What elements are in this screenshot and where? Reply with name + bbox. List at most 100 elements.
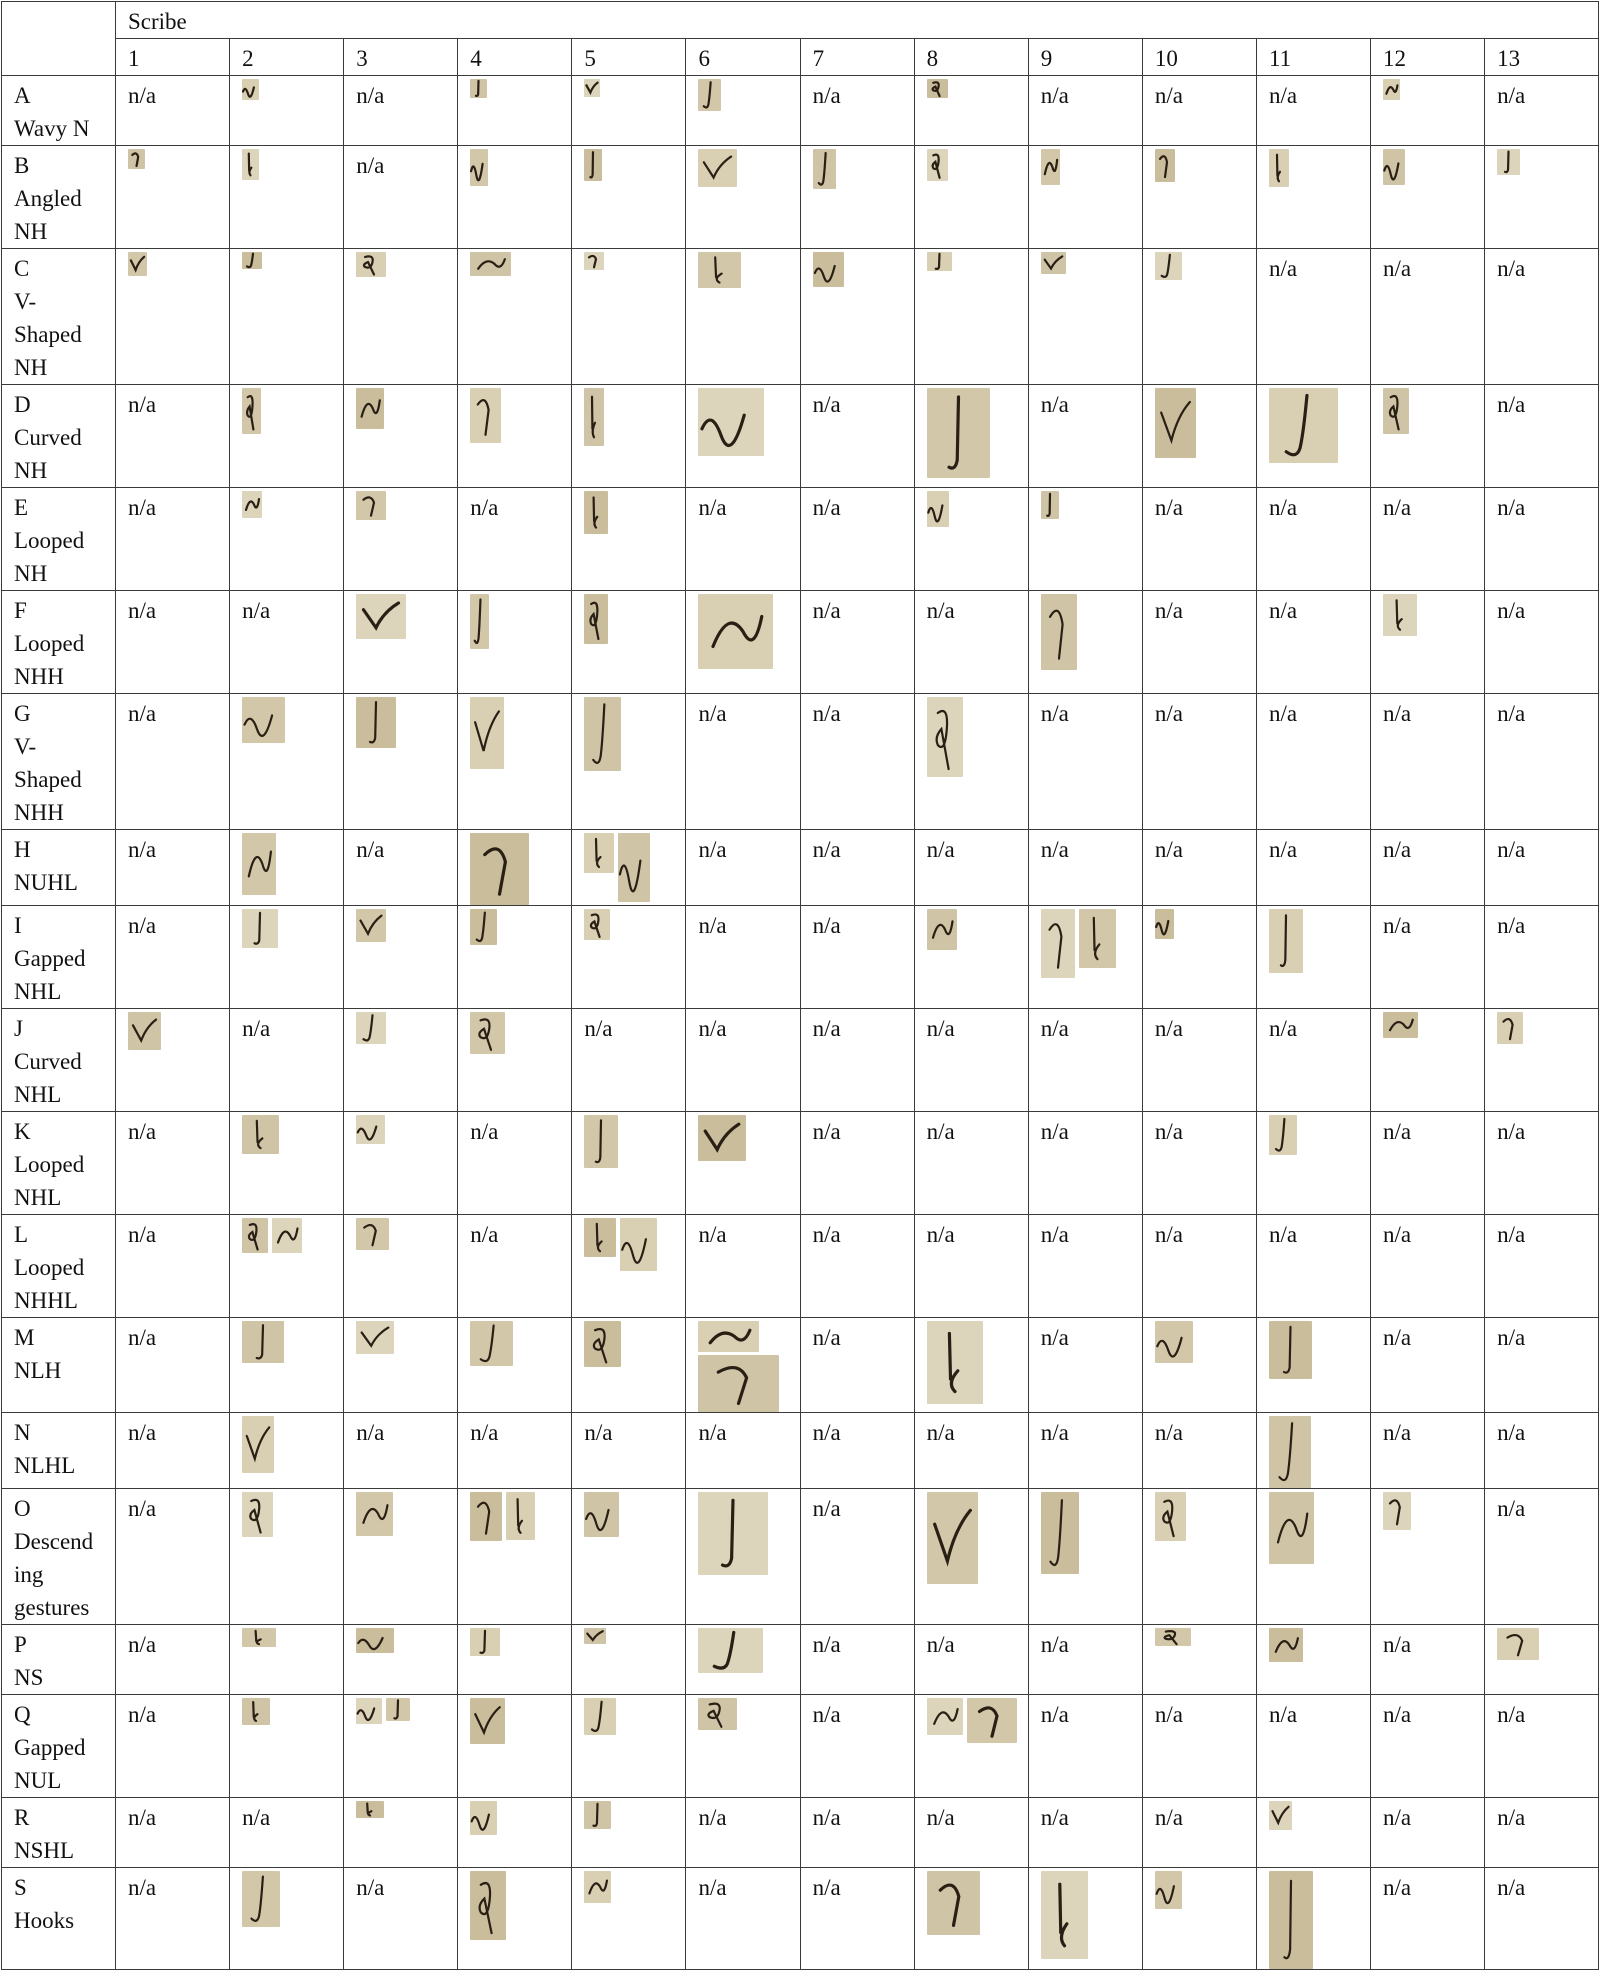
not-applicable-text: n/a (812, 83, 841, 108)
table-cell (229, 384, 345, 488)
not-applicable-text: n/a (1268, 1016, 1298, 1041)
table-cell (343, 1488, 459, 1625)
manuscript-sample-image (356, 1115, 386, 1144)
table-cell (1370, 1488, 1486, 1625)
manuscript-sample-image (584, 833, 615, 873)
not-applicable-text: n/a (1497, 1496, 1526, 1521)
manuscript-sample-image (1154, 1871, 1182, 1909)
table-cell (1141, 145, 1257, 249)
row-letter: B (14, 153, 30, 178)
manuscript-sample-image (1040, 252, 1066, 274)
scribe-column-header: 3 (343, 38, 459, 76)
manuscript-sample-image (926, 1871, 980, 1935)
table-cell: n/a (1484, 829, 1600, 906)
table-cell (1255, 384, 1372, 488)
table-cell (913, 487, 1029, 591)
table-cell (457, 248, 573, 385)
not-applicable-text: n/a (128, 837, 157, 862)
manuscript-sample-image (620, 1218, 658, 1271)
row-gesture-name: Descend ing gestures (14, 1529, 94, 1620)
table-cell (1141, 1488, 1257, 1625)
not-applicable-text: n/a (1383, 1702, 1412, 1727)
table-cell: n/a (114, 590, 231, 694)
table-cell (457, 590, 573, 694)
manuscript-sample-image (470, 833, 530, 905)
manuscript-sample-image (926, 79, 948, 98)
header-row-scribes: 1 2 3 4 5 6 7 8 9 10 11 12 13 (2, 38, 1600, 76)
row-letter: J (14, 1016, 23, 1041)
manuscript-sample-image (1040, 1871, 1088, 1959)
not-applicable-text: n/a (698, 1222, 727, 1247)
table-cell: n/a (1141, 590, 1257, 694)
row-gesture-name: NLH (14, 1358, 62, 1383)
scribe-group-header: Scribe (114, 1, 1600, 39)
table-cell: n/a (343, 1412, 459, 1489)
not-applicable-text: n/a (1383, 913, 1412, 938)
table-cell: n/a (114, 693, 231, 830)
table-cell (571, 1867, 687, 1970)
not-applicable-text: n/a (1383, 837, 1412, 862)
row-gesture-name: NSHL (14, 1838, 75, 1863)
manuscript-sample-image (698, 1628, 764, 1673)
table-cell: n/a (114, 1317, 231, 1413)
manuscript-sample-image (966, 1698, 1017, 1743)
not-applicable-text: n/a (1154, 1805, 1183, 1830)
manuscript-sample-image (128, 252, 147, 276)
row-letter: L (14, 1222, 29, 1247)
not-applicable-text: n/a (128, 1325, 157, 1350)
manuscript-sample-image (584, 594, 609, 644)
table-cell: n/a (1141, 1694, 1257, 1798)
table-cell (114, 145, 231, 249)
table-row: A Wavy N n/a n/a n/a n/a n/a n/a n/a (1, 75, 1600, 146)
manuscript-sample-image (470, 252, 512, 276)
not-applicable-text: n/a (812, 598, 841, 623)
table-cell (229, 75, 345, 146)
not-applicable-text: n/a (128, 701, 157, 726)
table-cell (1027, 590, 1143, 694)
not-applicable-text: n/a (1040, 1325, 1069, 1350)
manuscript-sample-image (926, 697, 963, 777)
table-cell (913, 145, 1029, 249)
table-cell: n/a (799, 590, 915, 694)
not-applicable-text: n/a (1383, 701, 1412, 726)
not-applicable-text: n/a (698, 701, 727, 726)
manuscript-sample-image (1383, 149, 1406, 185)
manuscript-sample-image (584, 252, 605, 270)
manuscript-sample-image (470, 149, 489, 186)
table-cell: n/a (1255, 1694, 1372, 1798)
manuscript-sample-image (242, 697, 286, 743)
not-applicable-text: n/a (128, 1496, 157, 1521)
manuscript-sample-image (926, 149, 948, 181)
not-applicable-text: n/a (1497, 1222, 1526, 1247)
not-applicable-text: n/a (1497, 1702, 1526, 1727)
table-cell: n/a (114, 75, 231, 146)
manuscript-sample-image (698, 1492, 769, 1575)
table-cell: n/a (1255, 590, 1372, 694)
table-cell: n/a (571, 1008, 687, 1112)
scribe-column-header: 10 (1141, 38, 1257, 76)
table-cell: n/a (685, 1867, 801, 1970)
manuscript-sample-image (584, 909, 611, 940)
table-cell: n/a (1141, 829, 1257, 906)
table-cell (685, 1488, 801, 1625)
manuscript-sample-image (242, 1416, 275, 1473)
table-cell (457, 1317, 573, 1413)
table-row: B Angled NH n/a (1, 145, 1600, 249)
manuscript-sample-image (242, 79, 260, 100)
table-cell: n/a (1027, 1008, 1143, 1112)
not-applicable-text: n/a (1268, 837, 1298, 862)
not-applicable-text: n/a (1040, 1632, 1069, 1657)
manuscript-sample-image (470, 1871, 507, 1940)
table-cell (1255, 1488, 1372, 1625)
table-cell: n/a (913, 590, 1029, 694)
table-cell: n/a (913, 1111, 1029, 1215)
table-row: M NLH n/a n/a n/a n/a n/a (1, 1317, 1600, 1413)
table-cell (343, 590, 459, 694)
manuscript-sample-image (698, 1321, 760, 1352)
not-applicable-text: n/a (356, 837, 385, 862)
table-cell: n/a (799, 1412, 915, 1489)
table-cell (457, 1797, 573, 1868)
manuscript-sample-image (356, 388, 385, 429)
table-cell (571, 1797, 687, 1868)
